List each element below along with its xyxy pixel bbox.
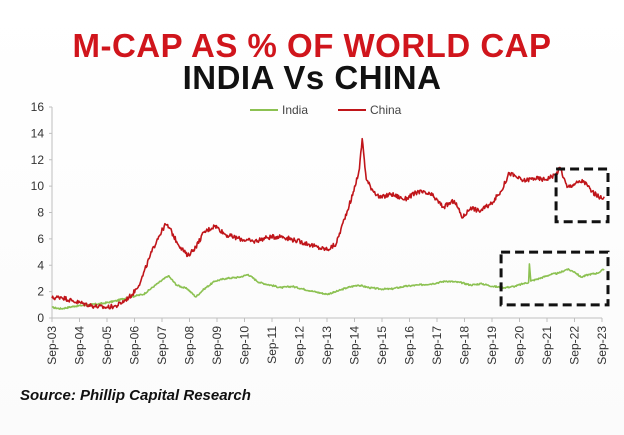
x-tick-label: Sep-22 — [568, 326, 582, 365]
x-tick-label: Sep-17 — [430, 326, 444, 365]
y-tick-label: 2 — [37, 285, 44, 299]
chart-title: M-CAP AS % OF WORLD CAP — [72, 27, 552, 64]
x-tick-label: Sep-04 — [73, 326, 87, 365]
x-tick-label: Sep-19 — [485, 326, 499, 365]
y-tick-label: 10 — [31, 179, 45, 193]
y-tick-label: 16 — [31, 100, 45, 114]
y-tick-label: 8 — [37, 206, 44, 220]
x-tick-label: Sep-15 — [375, 326, 389, 365]
y-tick-label: 12 — [31, 153, 45, 167]
y-tick-label: 0 — [37, 311, 44, 325]
x-tick-label: Sep-20 — [513, 326, 527, 365]
x-tick-label: Sep-09 — [210, 326, 224, 365]
y-tick-label: 14 — [31, 126, 45, 140]
x-tick-label: Sep-06 — [128, 326, 142, 365]
x-tick-label: Sep-03 — [45, 326, 59, 365]
series-line-india — [51, 263, 605, 310]
source-note: Source: Phillip Capital Research — [20, 387, 251, 404]
x-tick-label: Sep-13 — [320, 326, 334, 365]
y-tick-label: 6 — [37, 232, 44, 246]
legend-label-india: India — [282, 103, 308, 117]
y-tick-label: 4 — [37, 258, 44, 272]
highlight-box-2 — [499, 250, 610, 307]
x-tick-label: Sep-21 — [540, 326, 554, 365]
x-tick-label: Sep-07 — [155, 326, 169, 365]
x-tick-label: Sep-16 — [403, 326, 417, 365]
x-tick-label: Sep-18 — [458, 326, 472, 365]
series-line-china — [51, 137, 605, 310]
x-tick-label: Sep-10 — [238, 326, 252, 365]
x-tick-label: Sep-11 — [265, 326, 279, 364]
highlight-box-1 — [554, 167, 610, 224]
x-tick-label: Sep-05 — [100, 326, 114, 365]
chart-subtitle: INDIA Vs CHINA — [182, 59, 442, 96]
legend-label-china: China — [370, 103, 402, 117]
x-tick-label: Sep-08 — [183, 326, 197, 365]
x-tick-label: Sep-14 — [348, 326, 362, 365]
x-tick-label: Sep-23 — [595, 326, 609, 365]
x-tick-label: Sep-12 — [293, 326, 307, 365]
